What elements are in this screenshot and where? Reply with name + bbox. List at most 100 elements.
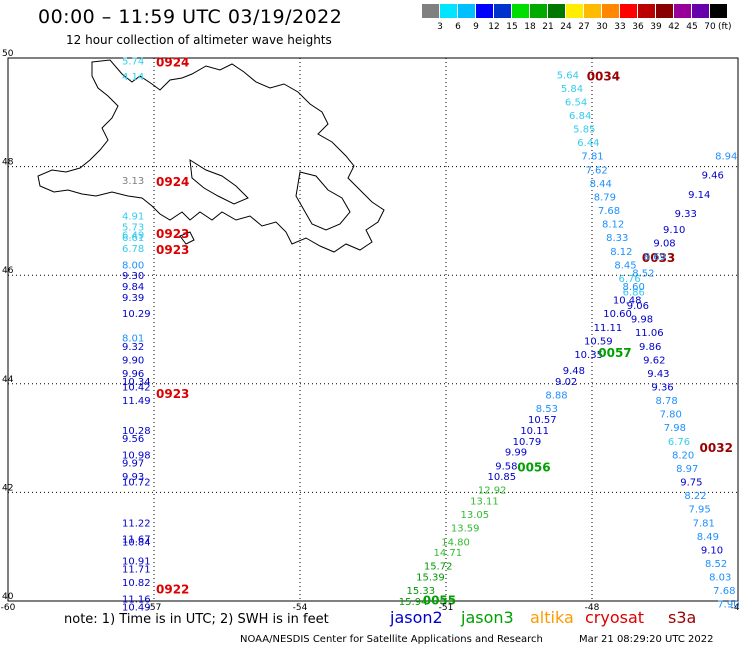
- scale-swatch: [674, 4, 691, 18]
- swh-value-label: 8.44: [590, 179, 612, 190]
- scale-tick-label: 15: [506, 22, 518, 32]
- swh-value-label: 8.00: [122, 260, 144, 271]
- scale-tick-label: 9: [473, 22, 479, 32]
- pass-time-label: 0924: [156, 175, 189, 189]
- longitude-tick-label: -57: [147, 603, 162, 613]
- latitude-tick-label: 40: [2, 592, 14, 602]
- swh-value-label: 14.80: [441, 537, 470, 548]
- scale-swatch: [584, 4, 601, 18]
- pass-time-label: 0034: [587, 69, 620, 83]
- scale-unit-label: (ft): [718, 22, 732, 32]
- swh-value-label: 13.59: [451, 524, 480, 535]
- swh-value-label: 8.12: [602, 220, 624, 231]
- swh-value-label: 6.76: [668, 437, 690, 448]
- scale-swatch: [530, 4, 547, 18]
- swh-value-label: 5.85: [573, 125, 595, 136]
- swh-value-label: 8.01: [122, 334, 144, 345]
- swh-value-label: 4.91: [122, 211, 144, 222]
- swh-value-label: 11.22: [122, 518, 151, 529]
- swh-value-label: 9.84: [122, 282, 144, 293]
- scale-tick-label: 45: [686, 22, 698, 32]
- swh-value-label: 9.10: [663, 225, 685, 236]
- swh-value-label: 5.73: [122, 222, 144, 233]
- swh-value-label: 7.68: [713, 586, 735, 597]
- island-path: [179, 231, 195, 245]
- swh-value-label: 11.71: [122, 564, 151, 575]
- swh-value-label: 13.11: [470, 497, 499, 508]
- scale-tick-label: 39: [650, 22, 662, 32]
- longitude-tick-label: -60: [1, 603, 16, 613]
- swh-value-label: 4.14: [122, 72, 144, 83]
- map-frame: [7, 57, 739, 602]
- swh-value-label: 14.71: [434, 548, 463, 559]
- scale-swatch: [620, 4, 637, 18]
- swh-value-label: 10.59: [584, 336, 613, 347]
- longitude-tick-label: -51: [439, 603, 454, 613]
- swh-value-label: 8.33: [606, 233, 628, 244]
- pass-time-label: 0923: [156, 227, 189, 241]
- longitude-tick-label: -48: [585, 603, 600, 613]
- swh-value-label: 10.98: [122, 450, 151, 461]
- swh-value-label: 9.43: [647, 369, 669, 380]
- swh-value-label: 10.84: [122, 537, 151, 548]
- latitude-tick-label: 44: [2, 375, 14, 385]
- pass-time-label: 0033: [642, 251, 675, 265]
- generated-timestamp: Mar 21 08:29:20 UTC 2022: [579, 634, 714, 645]
- swh-value-label: 7.95: [688, 505, 710, 516]
- map-grid: [7, 57, 739, 602]
- swh-value-label: 15.39: [416, 573, 445, 584]
- swh-value-label: 9.48: [563, 366, 585, 377]
- scale-tick-label: 42: [668, 22, 680, 32]
- satellite-tracks: 5.74 4.14 3.13 4.915.736.496.616.78 8.009.30…: [122, 56, 740, 614]
- scale-tick-label: 30: [596, 22, 608, 32]
- swh-value-label: 11.16: [122, 594, 151, 605]
- swh-value-label: 9.39: [122, 293, 144, 304]
- swh-value-label: 9.30: [122, 271, 144, 282]
- swh-value-label: 8.52: [632, 268, 654, 279]
- swh-value-label: 10.28: [122, 426, 151, 437]
- swh-value-label: 9.93: [122, 472, 144, 483]
- swh-value-label: 9.14: [688, 190, 710, 201]
- swh-value-label: 6.84: [569, 111, 591, 122]
- swh-value-label: 8.22: [684, 491, 706, 502]
- credit-line: NOAA/NESDIS Center for Satellite Applica…: [240, 634, 543, 645]
- scale-tick-label: 18: [524, 22, 536, 32]
- swh-value-label: 10.29: [122, 309, 151, 320]
- legend-cryosat: cryosat: [585, 608, 645, 627]
- scale-tick-label: 70: [704, 22, 716, 32]
- swh-value-label: 9.90: [122, 355, 144, 366]
- swh-value-label: 12.92: [478, 486, 507, 497]
- pass-time-label: 0056: [517, 460, 550, 474]
- scale-tick-label: 3: [437, 22, 443, 32]
- scale-swatch: [512, 4, 529, 18]
- latitude-tick-label: 42: [2, 483, 13, 493]
- latitude-tick-label: 48: [2, 158, 14, 168]
- swh-value-label: 8.88: [545, 391, 567, 402]
- swh-value-label: 6.78: [122, 244, 144, 255]
- swh-value-label: 8.45: [614, 260, 636, 271]
- swh-value-label: 8.53: [536, 404, 558, 415]
- swh-value-label: 8.94: [715, 152, 737, 163]
- swh-value-label: 7.80: [660, 410, 682, 421]
- scale-tick-label: 27: [578, 22, 590, 32]
- scale-swatch: [548, 4, 565, 18]
- swh-value-label: 13.05: [461, 510, 490, 521]
- swh-value-label: 10.34: [122, 377, 151, 388]
- scale-swatch: [440, 4, 457, 18]
- swh-value-label: 15.33: [407, 586, 436, 597]
- latitude-tick-label: 50: [2, 49, 14, 59]
- swh-value-label: 9.32: [122, 342, 144, 353]
- swh-value-label: 9.08: [653, 239, 675, 250]
- newfoundland-coastline-path: [37, 59, 385, 253]
- swh-value-label: 5.64: [557, 70, 579, 81]
- swh-value-label: 7.81: [693, 518, 715, 529]
- swh-value-label: 9.10: [701, 545, 723, 556]
- swh-value-label: 10.48: [613, 296, 642, 307]
- pass-time-label: 0924: [156, 56, 189, 70]
- scale-swatch: [476, 4, 493, 18]
- scale-tick-label: 24: [560, 22, 572, 32]
- swh-value-label: 6.76: [618, 274, 640, 285]
- swh-value-label: 6.49: [122, 230, 144, 241]
- swh-value-label: 9.75: [680, 478, 702, 489]
